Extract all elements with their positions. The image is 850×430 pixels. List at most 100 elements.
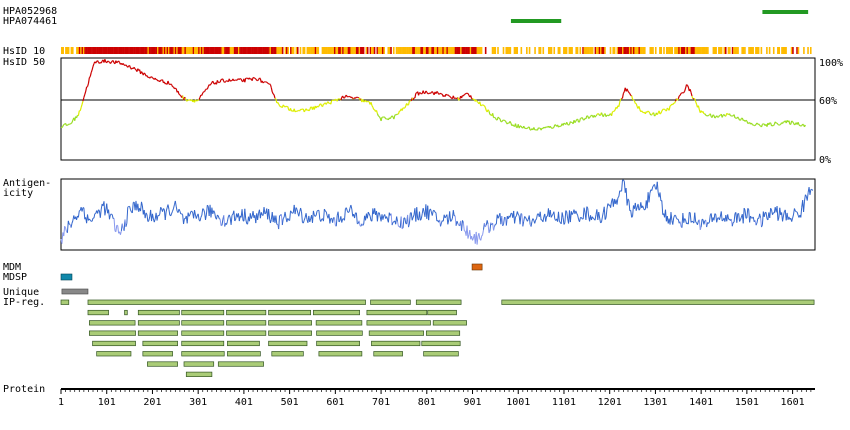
hsid10-segment <box>715 47 717 54</box>
hsid10-segment <box>210 47 213 54</box>
hsid10-segment <box>347 47 350 54</box>
hsid10-segment <box>266 47 269 54</box>
antigenicity-segment <box>631 216 633 218</box>
hsid50-segment <box>549 125 552 129</box>
hsid10-segment <box>281 47 284 54</box>
hsid10-segment <box>509 47 512 54</box>
hsid10-segment <box>796 47 798 54</box>
ipreg-segment <box>137 330 178 336</box>
hsid10-segment <box>698 47 701 54</box>
hsid10-segment <box>220 47 222 54</box>
antigenicity-segment <box>769 208 772 218</box>
hsid50-segment <box>393 115 396 120</box>
antigenicity-segment <box>451 217 453 221</box>
ipreg-segment <box>226 309 267 316</box>
hsid50-segment <box>204 89 207 92</box>
hsid10-segment <box>151 47 154 54</box>
hsid10-segment <box>226 47 229 54</box>
antigenicity-segment <box>98 209 100 211</box>
antigenicity-segment <box>457 223 460 226</box>
hsid10-segment <box>279 47 281 54</box>
hsid10-segment <box>110 47 112 54</box>
hsid50-segment <box>257 79 259 82</box>
antigenicity-segment <box>772 212 774 215</box>
antigenicity-segment <box>233 210 236 222</box>
hsid10-segment <box>216 47 218 54</box>
hsid10-segment <box>218 47 221 54</box>
hsid10-segment <box>118 47 121 54</box>
hsid50-segment <box>84 91 87 95</box>
hsid10-segment <box>414 47 417 54</box>
hsid10-segment <box>232 47 235 54</box>
hsid50-segment <box>448 95 450 97</box>
antigenicity-segment <box>301 211 303 223</box>
hsid10-segment <box>339 47 342 54</box>
antigenicity-segment <box>484 224 487 228</box>
hsid50-segment <box>690 92 693 97</box>
hsid10-segment <box>431 47 433 54</box>
antigenicity-segment <box>126 207 129 224</box>
antigenicity-segment <box>793 208 796 212</box>
hsid50-segment <box>670 103 673 106</box>
unique-label: Unique <box>3 287 40 298</box>
antigenicity-segment <box>743 207 746 211</box>
axis-tick-label: 1201 <box>598 397 622 408</box>
hsid10-segment <box>70 47 73 54</box>
hsid10-segment <box>550 47 553 54</box>
hsid10-segment <box>172 47 174 54</box>
hsid10-segment <box>71 47 74 54</box>
hsid10-segment <box>442 47 444 54</box>
hsid50-segment <box>733 114 736 119</box>
antigenicity-segment <box>652 185 655 188</box>
hsid10-segment <box>757 47 760 54</box>
hsid50-segment <box>752 124 754 126</box>
hsid50-segment <box>595 114 598 117</box>
hsid50-segment <box>506 122 509 125</box>
hsid10-segment <box>299 47 302 54</box>
hsid50-segment <box>526 127 529 129</box>
hsid50-segment <box>89 72 92 77</box>
hsid50-segment <box>631 95 634 100</box>
hsid10-segment <box>449 47 451 54</box>
antigenicity-segment <box>167 204 170 210</box>
hsid10-segment <box>402 47 405 54</box>
hsid10-segment <box>228 47 230 54</box>
antigenicity-segment <box>291 211 293 214</box>
ipreg-segment <box>137 309 180 316</box>
hsid50-segment <box>739 118 742 121</box>
hsid10-segment <box>373 47 376 54</box>
antigenicity-segment <box>202 208 205 210</box>
hsid10-segment <box>620 47 623 54</box>
hsid50-segment <box>87 77 90 84</box>
antigenicity-segment <box>517 214 520 216</box>
ipreg-segment <box>366 320 431 326</box>
hsid50-segment <box>85 86 88 92</box>
hsid50-segment <box>317 105 320 108</box>
hsid10-segment <box>82 47 85 54</box>
hsid10-segment <box>211 47 214 54</box>
ipreg-segment <box>425 330 461 336</box>
antigenicity-segment <box>698 219 701 230</box>
hsid10-segment <box>742 47 745 54</box>
hsid10-segment <box>203 47 206 54</box>
antigenicity-segment <box>687 212 690 225</box>
antigenicity-segment <box>532 218 535 221</box>
antigenicity-segment <box>708 222 710 224</box>
hsid50-segment <box>613 109 616 112</box>
antigenicity-label-1: Antigen- <box>3 178 52 189</box>
hsid50-segment <box>622 91 625 94</box>
antigenicity-segment <box>742 208 745 224</box>
antigenicity-segment <box>174 200 177 207</box>
antigenicity-segment <box>410 212 413 221</box>
hsid10-segment <box>316 47 318 54</box>
antigenicity-segment <box>111 213 113 216</box>
hsid50-segment <box>504 120 507 123</box>
hsid10-segment <box>351 47 354 54</box>
hsid50-segment <box>391 115 394 118</box>
ipreg-segment <box>88 320 136 326</box>
hsid50-segment <box>672 102 675 106</box>
hsid10-segment <box>194 47 196 54</box>
hsid10-segment <box>623 47 626 54</box>
hsid10-segment <box>571 47 573 54</box>
hsid50-segment <box>661 109 664 112</box>
